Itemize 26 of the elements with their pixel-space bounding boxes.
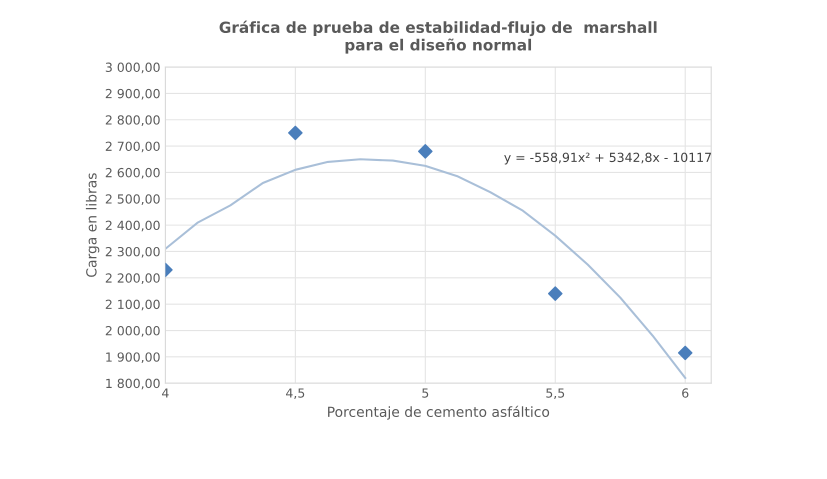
y-tick-label: 2 200,00	[106, 273, 160, 284]
y-tick-label: 2 700,00	[106, 142, 160, 152]
y-tick-label: 2 600,00	[106, 168, 160, 179]
y-tick-label: 2 000,00	[106, 326, 160, 337]
x-tick-label: 5	[422, 388, 428, 398]
x-tick-label: 4	[162, 388, 169, 398]
y-tick-label: 3 000,00	[106, 62, 160, 74]
annotation: y = -558,91x² + 5342,8x - 10117	[504, 152, 711, 164]
chart-title: Gráfica de prueba de estabilidad-flujo de marshall para el diseño normal	[220, 20, 657, 54]
y-tick-label: 2 500,00	[106, 194, 160, 205]
y-tick-label: 2 300,00	[106, 246, 160, 258]
x-tick-label: 5,5	[546, 388, 564, 400]
point	[288, 126, 303, 140]
y-tick-label: 2 900,00	[106, 88, 160, 100]
point	[678, 346, 693, 360]
y-tick-label: 1 900,00	[106, 352, 160, 364]
x-tick-label: 6	[682, 388, 688, 398]
x-tick-label: 4,5	[286, 388, 304, 400]
x-axis-title: Porcentaje de cemento asfáltico	[328, 406, 550, 420]
point	[548, 286, 563, 301]
y-tick-label: 2 400,00	[106, 220, 160, 232]
y-tick-label: 2 800,00	[106, 115, 160, 126]
y-tick-label: 2 100,00	[106, 300, 160, 310]
y-axis-title: Carga en libras	[86, 173, 100, 277]
point	[418, 144, 433, 159]
y-tick-label: 1 800,00	[106, 378, 160, 390]
